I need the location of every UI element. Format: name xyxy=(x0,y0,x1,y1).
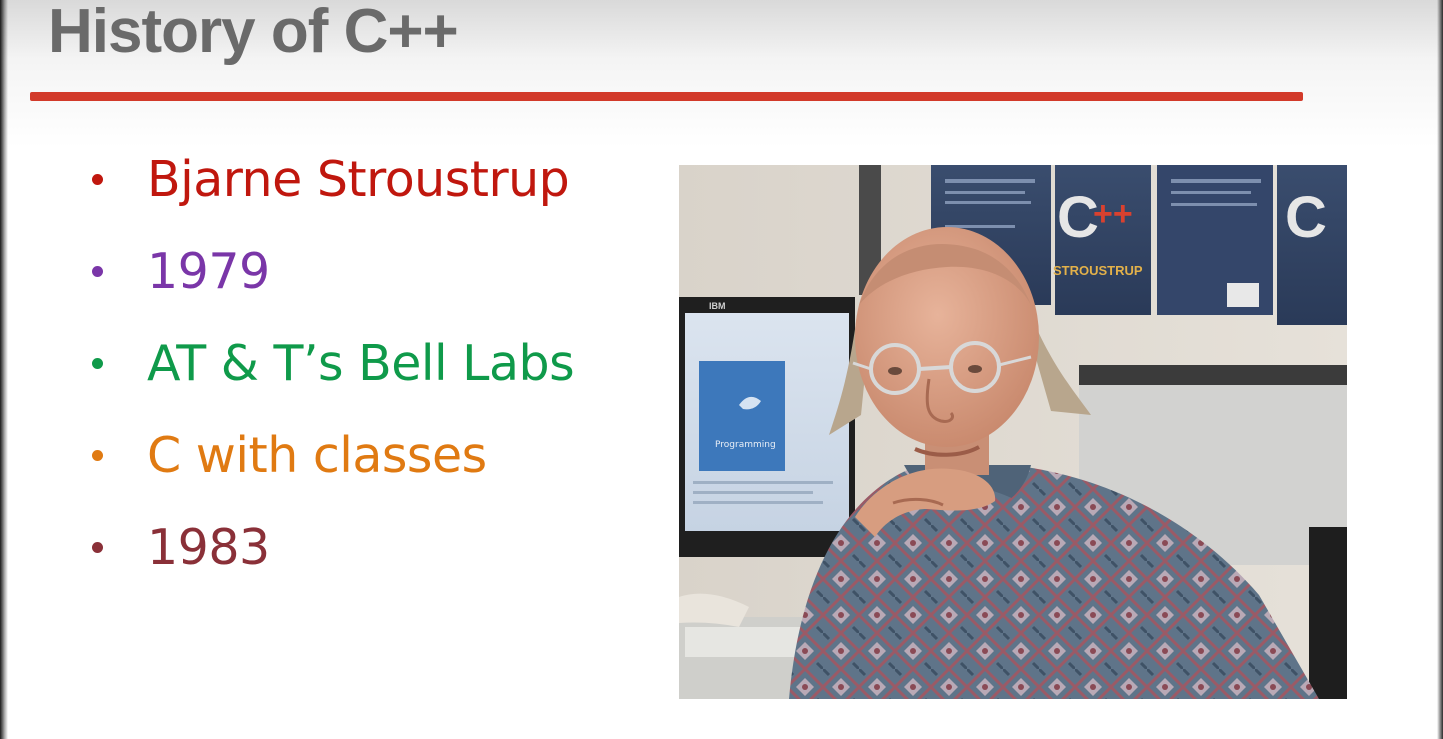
bullet-item: Bjarne Stroustrup xyxy=(92,133,574,225)
ibm-monitor: Programming IBM xyxy=(679,297,855,557)
poster-letter-2: C xyxy=(1285,185,1327,250)
bullet-text: 1983 xyxy=(147,518,270,576)
left-edge-shadow xyxy=(0,0,8,739)
bullet-item: C with classes xyxy=(92,409,574,501)
monitor-brand: IBM xyxy=(709,301,726,311)
paper-pile xyxy=(679,593,749,627)
bullet-dot-icon xyxy=(92,449,103,461)
poster-plus: ++ xyxy=(1093,195,1133,233)
slide-title: History of C++ xyxy=(48,0,459,66)
bullet-text: AT & T’s Bell Labs xyxy=(147,334,575,392)
screen-book-label: Programming xyxy=(715,440,776,450)
bullet-item: 1979 xyxy=(92,225,574,317)
bullet-text: Bjarne Stroustrup xyxy=(147,150,570,208)
title-underline xyxy=(30,92,1303,101)
bullet-text: C with classes xyxy=(147,426,487,484)
bullet-dot-icon xyxy=(92,173,103,185)
bullet-dot-icon xyxy=(92,265,103,277)
poster-author: STROUSTRUP xyxy=(1053,263,1143,278)
bullet-item: 1983 xyxy=(92,501,574,593)
bullet-list: Bjarne Stroustrup 1979 AT & T’s Bell Lab… xyxy=(92,133,575,593)
wall-frame xyxy=(859,165,881,295)
bullet-dot-icon xyxy=(92,541,103,553)
bullet-item: AT & T’s Bell Labs xyxy=(92,317,575,409)
stroustrup-figure xyxy=(789,227,1319,699)
right-edge-shadow xyxy=(1437,0,1443,739)
speaker xyxy=(1309,527,1347,699)
bullet-dot-icon xyxy=(92,357,103,369)
poster-letter: C xyxy=(1057,185,1099,250)
bullet-text: 1979 xyxy=(147,242,270,300)
stroustrup-photo: C ++ C STROUSTRUP Programming IBM xyxy=(679,165,1347,699)
